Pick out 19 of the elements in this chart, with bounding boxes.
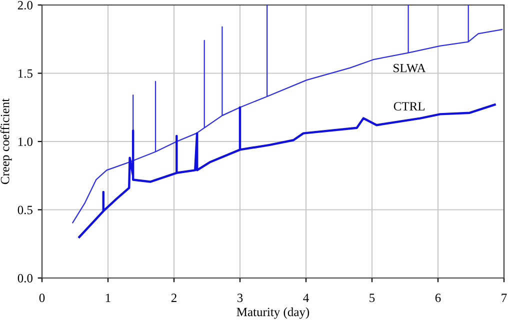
x-axis-title: Maturity (day) <box>236 307 310 319</box>
series-label: SLWA <box>394 64 426 72</box>
line-series <box>72 5 503 224</box>
series-label: CTRL <box>394 102 425 111</box>
x-tick-label: 5 <box>370 294 375 302</box>
y-axis-title: Creep coefficient <box>0 98 12 184</box>
x-tick-label: 6 <box>435 294 441 302</box>
x-tick-label: 0 <box>39 294 45 302</box>
x-tick-label: 4 <box>303 294 309 302</box>
x-tick-label: 2 <box>171 294 176 302</box>
y-tick-label: 1.0 <box>18 138 32 146</box>
x-tick-label: 7 <box>502 294 507 302</box>
x-tick-label: 1 <box>106 294 110 302</box>
y-tick-label: 0.0 <box>18 274 32 283</box>
x-tick-label: 3 <box>237 294 243 302</box>
y-tick-label: 2.0 <box>18 1 32 10</box>
y-tick-label: 1.5 <box>18 69 32 78</box>
line-series <box>78 104 496 238</box>
y-tick-label: 0.5 <box>18 206 32 214</box>
